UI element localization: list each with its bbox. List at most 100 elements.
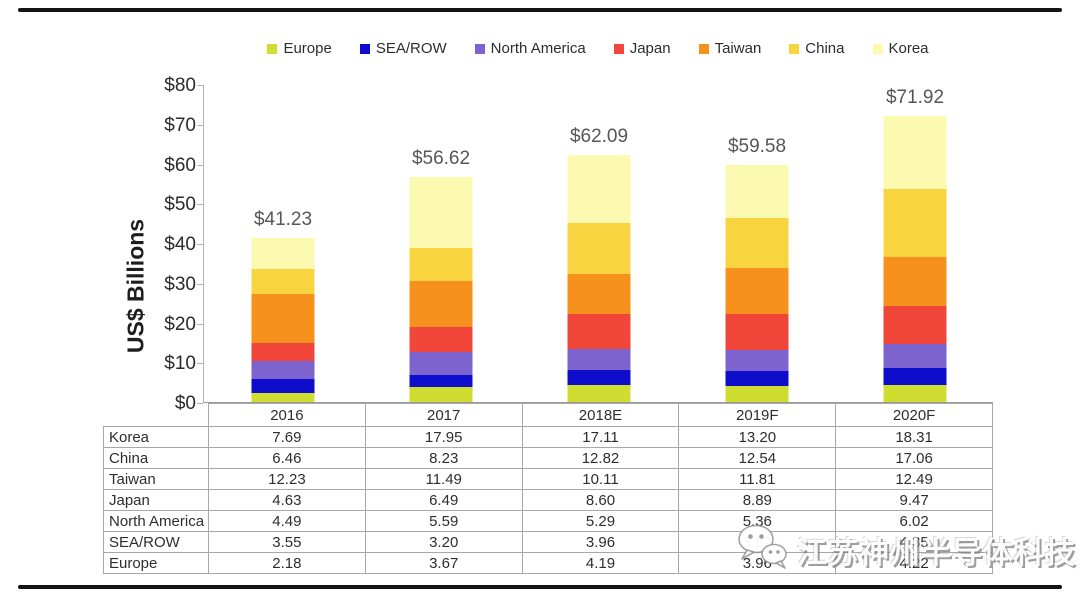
table-value-cell: 3.67 — [364, 552, 523, 574]
bar-segment-taiwan — [567, 274, 631, 315]
bar-segment-korea — [251, 238, 315, 269]
table-value-cell: 6.46 — [208, 447, 366, 469]
bar-stack — [725, 165, 789, 402]
legend-swatch-icon — [267, 43, 278, 54]
table-value-cell: 12.54 — [678, 447, 837, 469]
bar-segment-china — [251, 268, 315, 295]
table-row-label: SEA/ROW — [103, 531, 209, 553]
table-value-cell: 18.31 — [835, 426, 993, 448]
table-row-taiwan: Taiwan 12.23 11.49 10.11 11.81 12.49 — [103, 468, 993, 490]
bar-column-2018e: $62.09 — [520, 84, 678, 402]
top-divider-rule — [18, 8, 1062, 12]
legend-label: SEA/ROW — [375, 40, 447, 57]
table-value-cell: 12.49 — [835, 468, 993, 490]
table-value-cell: 12.82 — [521, 447, 680, 469]
chart-legend: Europe SEA/ROW North America Japan Taiwan Chi… — [203, 40, 993, 57]
table-value-cell: 6.49 — [364, 489, 523, 511]
y-axis-tick-mark — [197, 283, 203, 285]
legend-label: Japan — [629, 40, 671, 57]
bar-segment-korea — [567, 155, 631, 224]
table-row-japan: Japan 4.63 6.49 8.60 8.89 9.47 — [103, 489, 993, 511]
table-value-cell: 6.02 — [835, 510, 993, 532]
legend-swatch-icon — [359, 43, 370, 54]
bar-segment-taiwan — [409, 281, 473, 327]
legend-swatch-icon — [698, 43, 709, 54]
bar-segment-europe — [725, 386, 789, 402]
bar-total-label: $59.58 — [727, 136, 787, 158]
y-axis-tick-mark — [197, 164, 203, 166]
table-value-cell: 17.11 — [521, 426, 680, 448]
bar-segment-taiwan — [251, 294, 315, 343]
bar-segment-japan — [725, 314, 789, 350]
bar-column-2019f: $59.58 — [678, 84, 836, 402]
table-value-cell: 3.96 — [678, 552, 837, 574]
table-value-cell: 7.69 — [208, 426, 366, 448]
bar-column-2017: $56.62 — [362, 84, 520, 402]
table-row-label: Korea — [103, 426, 209, 448]
table-value-cell: 4.22 — [835, 552, 993, 574]
bar-total-label: $56.62 — [411, 147, 471, 169]
legend-label: Europe — [283, 40, 332, 57]
data-table-body: 2016 2017 2018E 2019F 2020F Korea 7.69 17.95 17.… — [103, 403, 993, 574]
table-value-cell: 8.60 — [521, 489, 680, 511]
y-axis-tick-label: $60 — [164, 154, 196, 176]
bar-segment-sea-row — [567, 369, 631, 386]
y-axis-tick-label: $50 — [164, 194, 196, 216]
table-year-header: 2020F — [835, 403, 993, 427]
y-axis-tick-mark — [197, 323, 203, 325]
y-axis-tick-label: $30 — [164, 273, 196, 295]
table-value-cell: 13.20 — [678, 426, 837, 448]
table-row-sea-row: SEA/ROW 3.55 3.20 3.96 3.82 4.35 — [103, 531, 993, 553]
bar-segment-korea — [409, 176, 473, 249]
table-value-cell: 17.95 — [364, 426, 523, 448]
bar-segment-china — [883, 188, 947, 257]
bar-segment-north-america — [567, 348, 631, 370]
table-row-label: Taiwan — [103, 468, 209, 490]
legend-swatch-icon — [872, 43, 883, 54]
table-value-cell: 3.82 — [678, 531, 837, 553]
table-value-cell: 8.23 — [364, 447, 523, 469]
y-axis-tick-mark — [197, 403, 203, 404]
table-row-china: China 6.46 8.23 12.82 12.54 17.06 — [103, 447, 993, 469]
y-axis-tick-mark — [197, 244, 203, 245]
legend-swatch-icon — [789, 43, 800, 54]
table-value-cell: 11.49 — [364, 468, 523, 490]
table-row-label: China — [103, 447, 209, 469]
bar-segment-north-america — [725, 349, 789, 372]
bar-segment-china — [409, 248, 473, 282]
legend-label: North America — [490, 40, 586, 57]
table-row-label: Europe — [103, 552, 209, 574]
table-row-north-america: North America 4.49 5.59 5.29 5.36 6.02 — [103, 510, 993, 532]
bar-stack — [251, 238, 315, 402]
bar-column-2016: $41.23 — [204, 84, 362, 402]
table-row-label: North America — [103, 510, 209, 532]
y-axis-tick-label: $0 — [174, 393, 196, 414]
legend-label: Korea — [888, 40, 929, 57]
bar-segment-europe — [409, 387, 473, 402]
bar-segment-taiwan — [725, 267, 789, 315]
table-value-cell: 2.18 — [208, 552, 366, 574]
y-axis-tick-label: $10 — [164, 353, 196, 375]
table-value-cell: 9.47 — [835, 489, 993, 511]
y-axis-tick-label: $80 — [164, 75, 196, 96]
table-value-cell: 4.35 — [835, 531, 993, 553]
bar-segment-japan — [883, 306, 947, 345]
table-value-cell: 4.49 — [208, 510, 366, 532]
table-year-header: 2017 — [364, 403, 523, 427]
data-table: 2016 2017 2018E 2019F 2020F Korea 7.69 17.95 17.… — [103, 403, 993, 574]
legend-label: Taiwan — [714, 40, 762, 57]
table-value-cell: 8.89 — [678, 489, 837, 511]
bar-segment-korea — [883, 116, 947, 189]
table-value-cell: 3.96 — [521, 531, 680, 553]
legend-item-china: China — [789, 40, 845, 57]
bar-segment-europe — [883, 385, 947, 402]
table-value-cell: 11.81 — [678, 468, 837, 490]
bar-segment-sea-row — [883, 367, 947, 386]
y-axis-tick-label: $40 — [164, 234, 196, 255]
legend-swatch-icon — [613, 43, 624, 54]
bar-stack — [409, 176, 473, 402]
legend-item-korea: Korea — [872, 40, 929, 57]
bar-segment-china — [725, 217, 789, 268]
legend-item-taiwan: Taiwan — [698, 40, 762, 57]
